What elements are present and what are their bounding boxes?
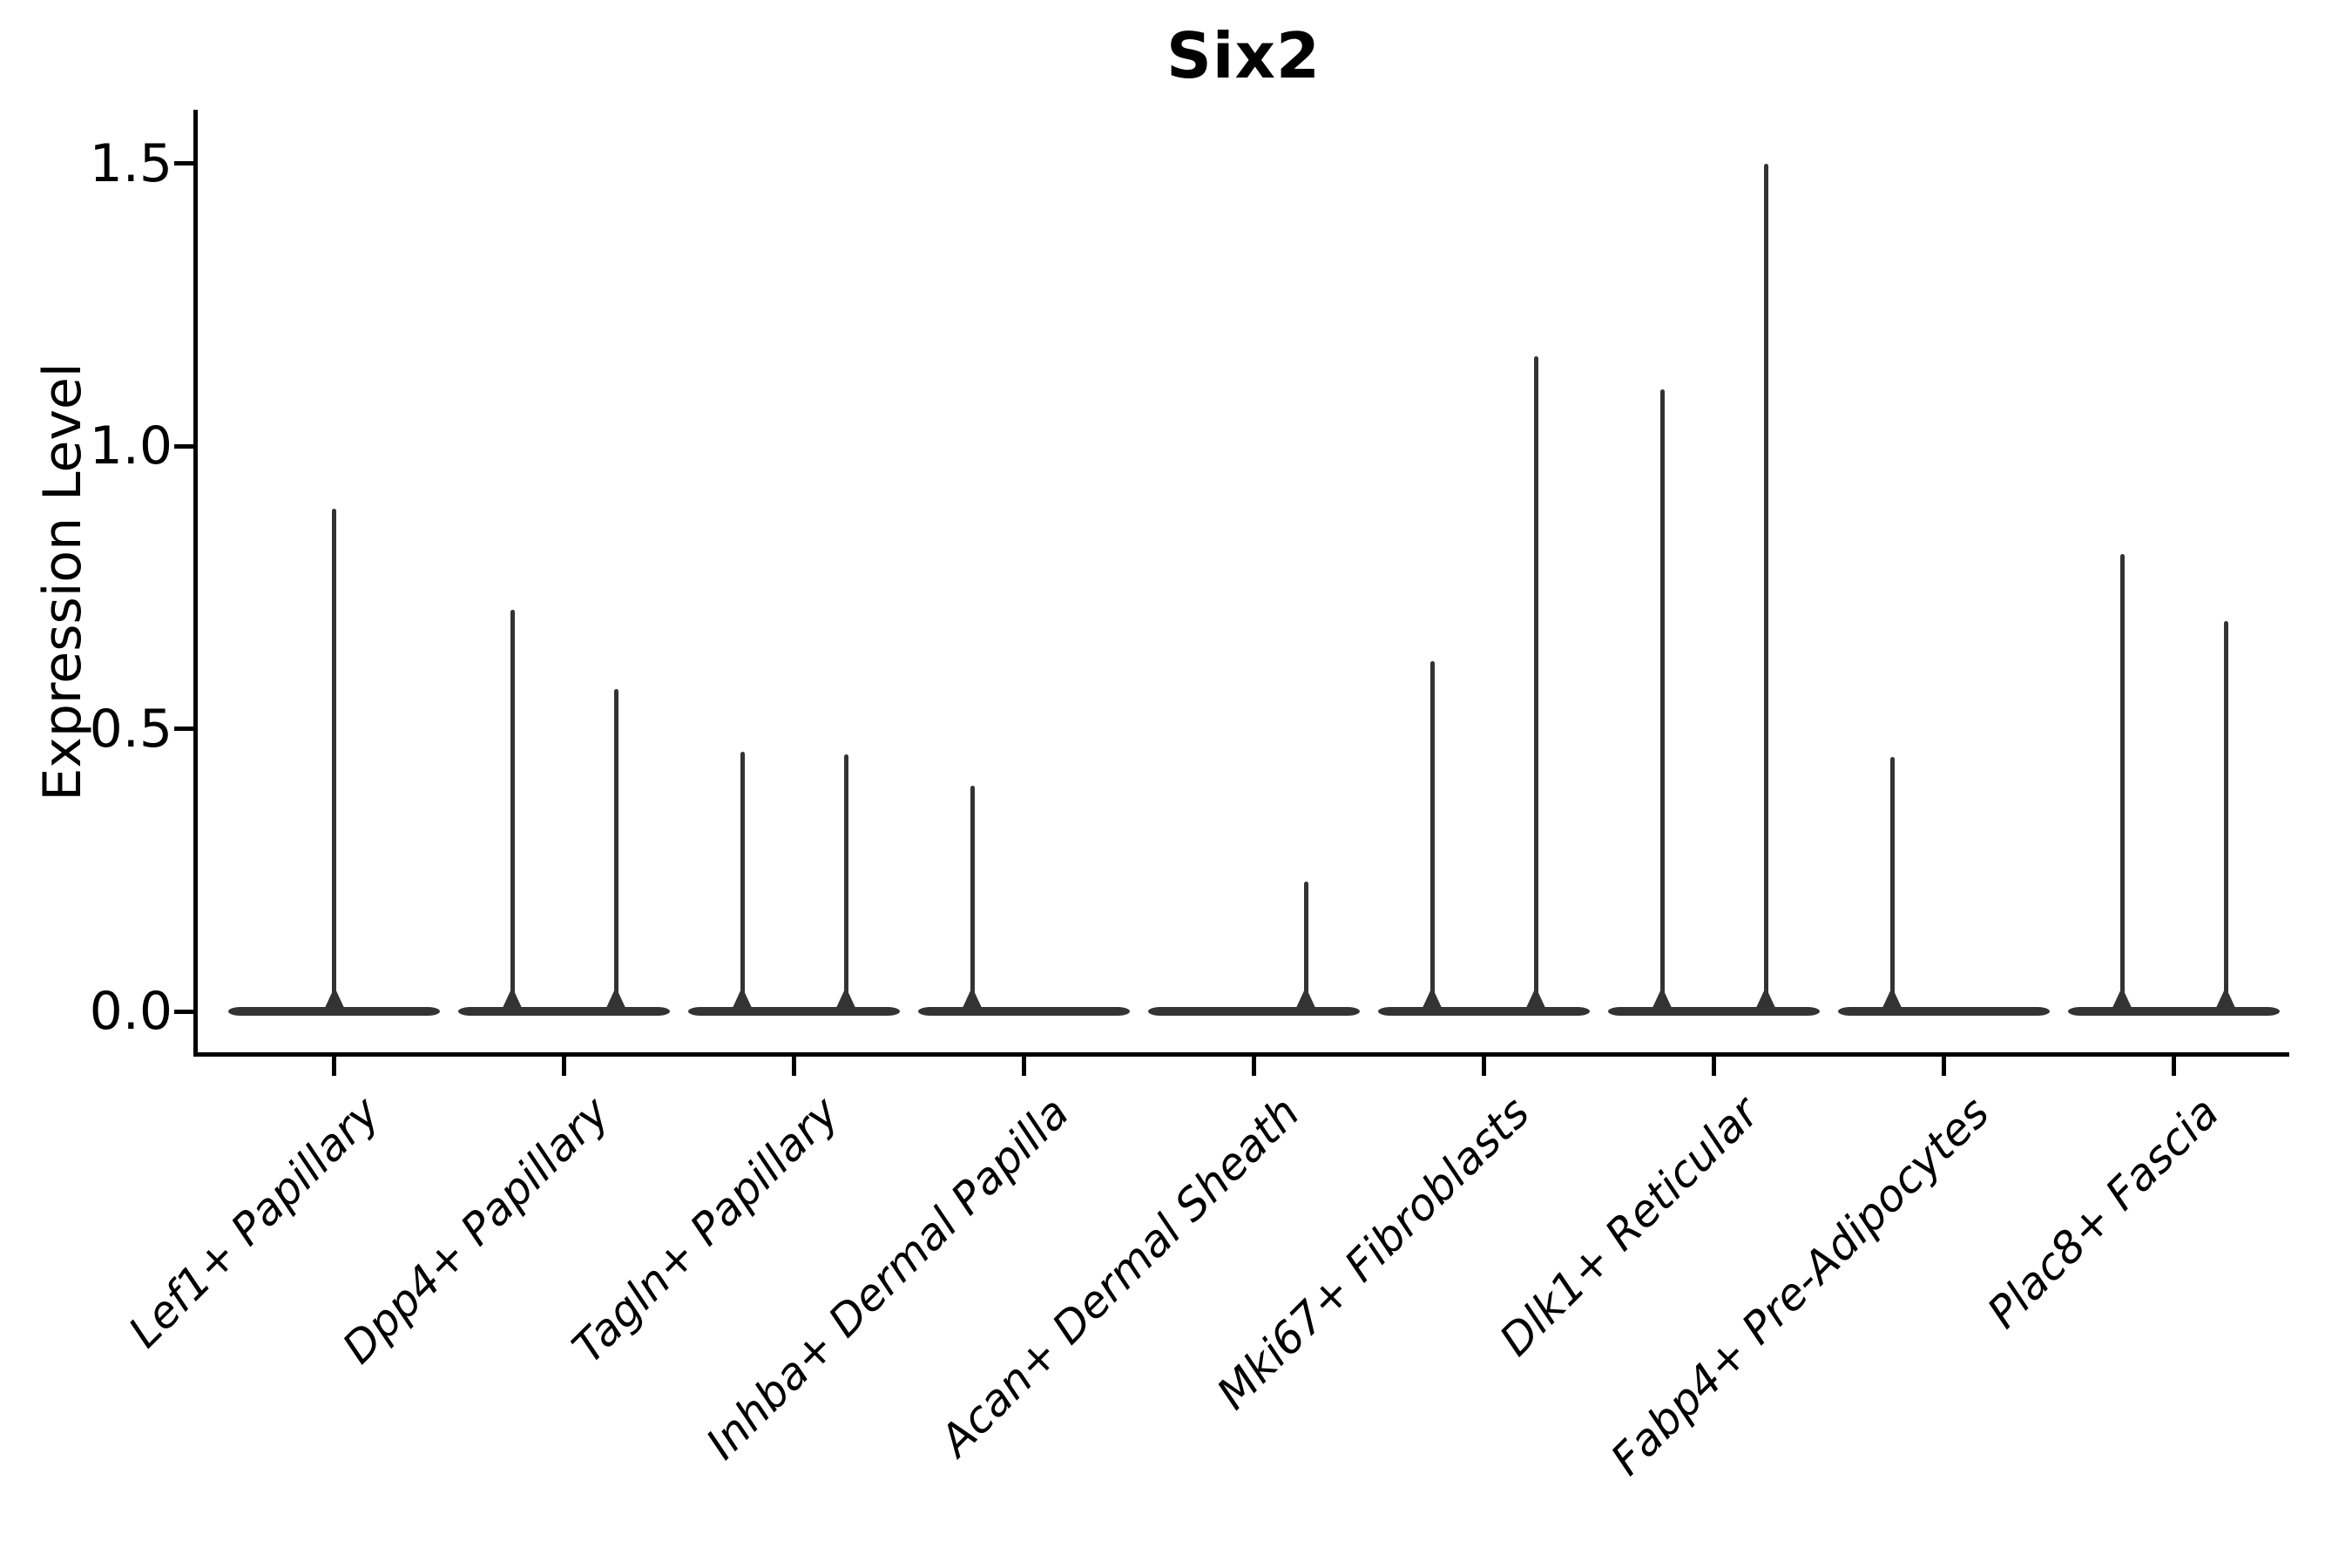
y-tick-label: 1.5 [89,132,172,194]
violin-spike-base-flare [323,987,345,1010]
violin-spike [1303,881,1308,1011]
violin-spike-base-flare [605,987,626,1010]
x-tick-mark [332,1057,336,1076]
violin-spike-base-flare [962,987,983,1010]
violin-spike-base-flare [1422,987,1443,1010]
violin-spike [2223,621,2228,1011]
chart-title: Six2 [1166,19,1321,92]
violin-spike-base-flare [1525,987,1546,1010]
violin-spike [510,610,515,1011]
y-tick-label: 0.0 [89,981,172,1042]
y-tick-mark [174,161,193,166]
x-axis-spine [193,1052,2289,1057]
violin-spike [1659,389,1665,1011]
violin-spike-base-flare [1882,987,1903,1010]
violin-spike-base-flare [835,987,856,1010]
violin-spike-base-flare [1755,987,1776,1010]
violin-spike [740,751,745,1011]
violin-spike-base-flare [1295,987,1316,1010]
violin-spike [613,689,618,1011]
y-tick-label: 0.5 [89,698,172,760]
violin-spike [2119,553,2125,1011]
violin-spike-base-flare [1652,987,1673,1010]
x-tick-label: Lef1+ Papillary [118,1087,389,1358]
y-tick-label: 1.0 [89,416,172,477]
violin-body [458,1007,670,1016]
violin-spike-base-flare [502,987,523,1010]
x-tick-mark [1942,1057,1946,1076]
x-tick-label: Fabp4+ Pre-Adipocytes [1600,1087,1999,1485]
violin-body [1148,1007,1360,1016]
violin-spike-base-flare [732,987,753,1010]
y-axis-spine [193,110,198,1057]
x-tick-mark [1712,1057,1716,1076]
x-tick-label: Plac8+ Fascia [1977,1087,2229,1338]
violin-spike [1429,660,1435,1011]
violin-body [688,1007,900,1016]
violin-spike [332,508,336,1011]
y-tick-mark [174,443,193,449]
x-tick-mark [2172,1057,2176,1076]
violin-spike [970,785,975,1011]
violin-spike-base-flare [2215,987,2236,1010]
y-tick-mark [174,1009,193,1014]
violin-body [918,1007,1130,1016]
violin-spike-base-flare [2112,987,2132,1010]
violin-body [2068,1007,2280,1016]
violin-spike [1889,757,1895,1011]
violin-body [1838,1007,2050,1016]
x-tick-mark [1022,1057,1026,1076]
violin-spike [843,754,848,1011]
violin-spike [1533,355,1538,1011]
violin-body [228,1007,440,1016]
x-tick-mark [792,1057,796,1076]
violin-body [1608,1007,1820,1016]
x-tick-mark [562,1057,566,1076]
violin-body [1378,1007,1590,1016]
y-tick-mark [174,727,193,732]
x-tick-mark [1252,1057,1256,1076]
x-tick-mark [1482,1057,1486,1076]
violin-spike [1763,163,1768,1011]
